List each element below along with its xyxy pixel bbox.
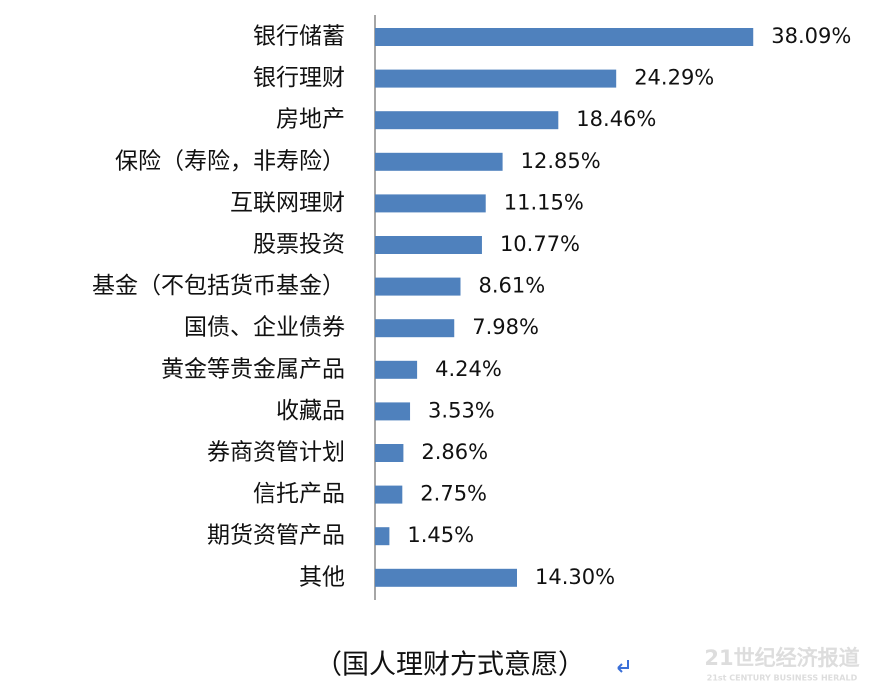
value-label: 2.86%	[421, 440, 488, 464]
category-label: 基金（不包括货币基金）	[92, 273, 345, 299]
watermark-subtitle: 21st CENTURY BUSINESS HERALD	[707, 674, 858, 683]
bar	[375, 444, 404, 462]
bar	[375, 28, 754, 46]
value-label: 11.15%	[504, 190, 584, 214]
value-label: 24.29%	[634, 66, 714, 90]
category-label: 信托产品	[253, 481, 345, 507]
bar	[375, 111, 559, 130]
value-label: 10.77%	[500, 232, 580, 256]
value-label: 2.75%	[420, 482, 487, 506]
bar	[375, 485, 403, 504]
category-label: 收藏品	[276, 398, 345, 424]
value-label: 18.46%	[576, 107, 656, 131]
category-label: 其他	[299, 564, 345, 590]
category-label: 银行储蓄	[253, 24, 345, 50]
bar	[375, 236, 482, 254]
bar	[375, 319, 455, 338]
bar	[375, 568, 517, 587]
category-label: 国债、企业债券	[184, 315, 345, 341]
category-label: 银行理财	[253, 65, 345, 91]
category-label: 期货资管产品	[207, 523, 345, 549]
value-label: 7.98%	[472, 315, 539, 339]
category-label: 股票投资	[253, 232, 345, 258]
bar	[375, 194, 486, 213]
value-label: 38.09%	[771, 24, 851, 48]
return-mark	[617, 660, 629, 673]
bar	[375, 360, 418, 379]
category-label: 互联网理财	[230, 190, 345, 216]
category-label: 保险（寿险，非寿险）	[115, 148, 345, 174]
category-label: 券商资管计划	[207, 440, 345, 466]
caption: （国人理财方式意愿）	[315, 650, 585, 681]
category-label: 黄金等贵金属产品	[161, 356, 345, 382]
bar	[375, 152, 503, 171]
bar	[375, 402, 411, 421]
value-label: 4.24%	[435, 357, 502, 381]
bar	[375, 277, 461, 296]
value-label: 3.53%	[428, 398, 495, 422]
value-label: 1.45%	[407, 523, 474, 547]
watermark-title: 21世纪经济报道	[704, 646, 859, 670]
value-label: 12.85%	[521, 149, 601, 173]
value-label: 8.61%	[478, 274, 545, 298]
value-label: 14.30%	[535, 565, 615, 589]
bar	[375, 69, 617, 88]
category-label: 房地产	[276, 107, 345, 133]
bar	[375, 527, 390, 546]
